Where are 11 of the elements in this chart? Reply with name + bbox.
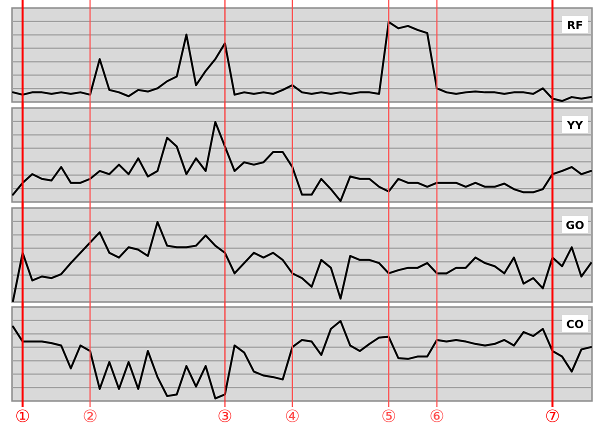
x-tick-label: ①: [15, 407, 30, 427]
x-tick-label: ⑦: [544, 407, 560, 427]
series-label: GO: [566, 219, 584, 232]
x-tick-label: ⑤: [381, 407, 396, 427]
x-tick-label: ③: [217, 407, 233, 427]
x-tick-label: ④: [284, 407, 300, 427]
x-tick-label: ⑥: [429, 407, 444, 427]
text: YY: [566, 119, 584, 132]
x-tick-label: ②: [82, 407, 98, 427]
text: RF: [567, 19, 583, 32]
series-label: CO: [566, 318, 584, 331]
